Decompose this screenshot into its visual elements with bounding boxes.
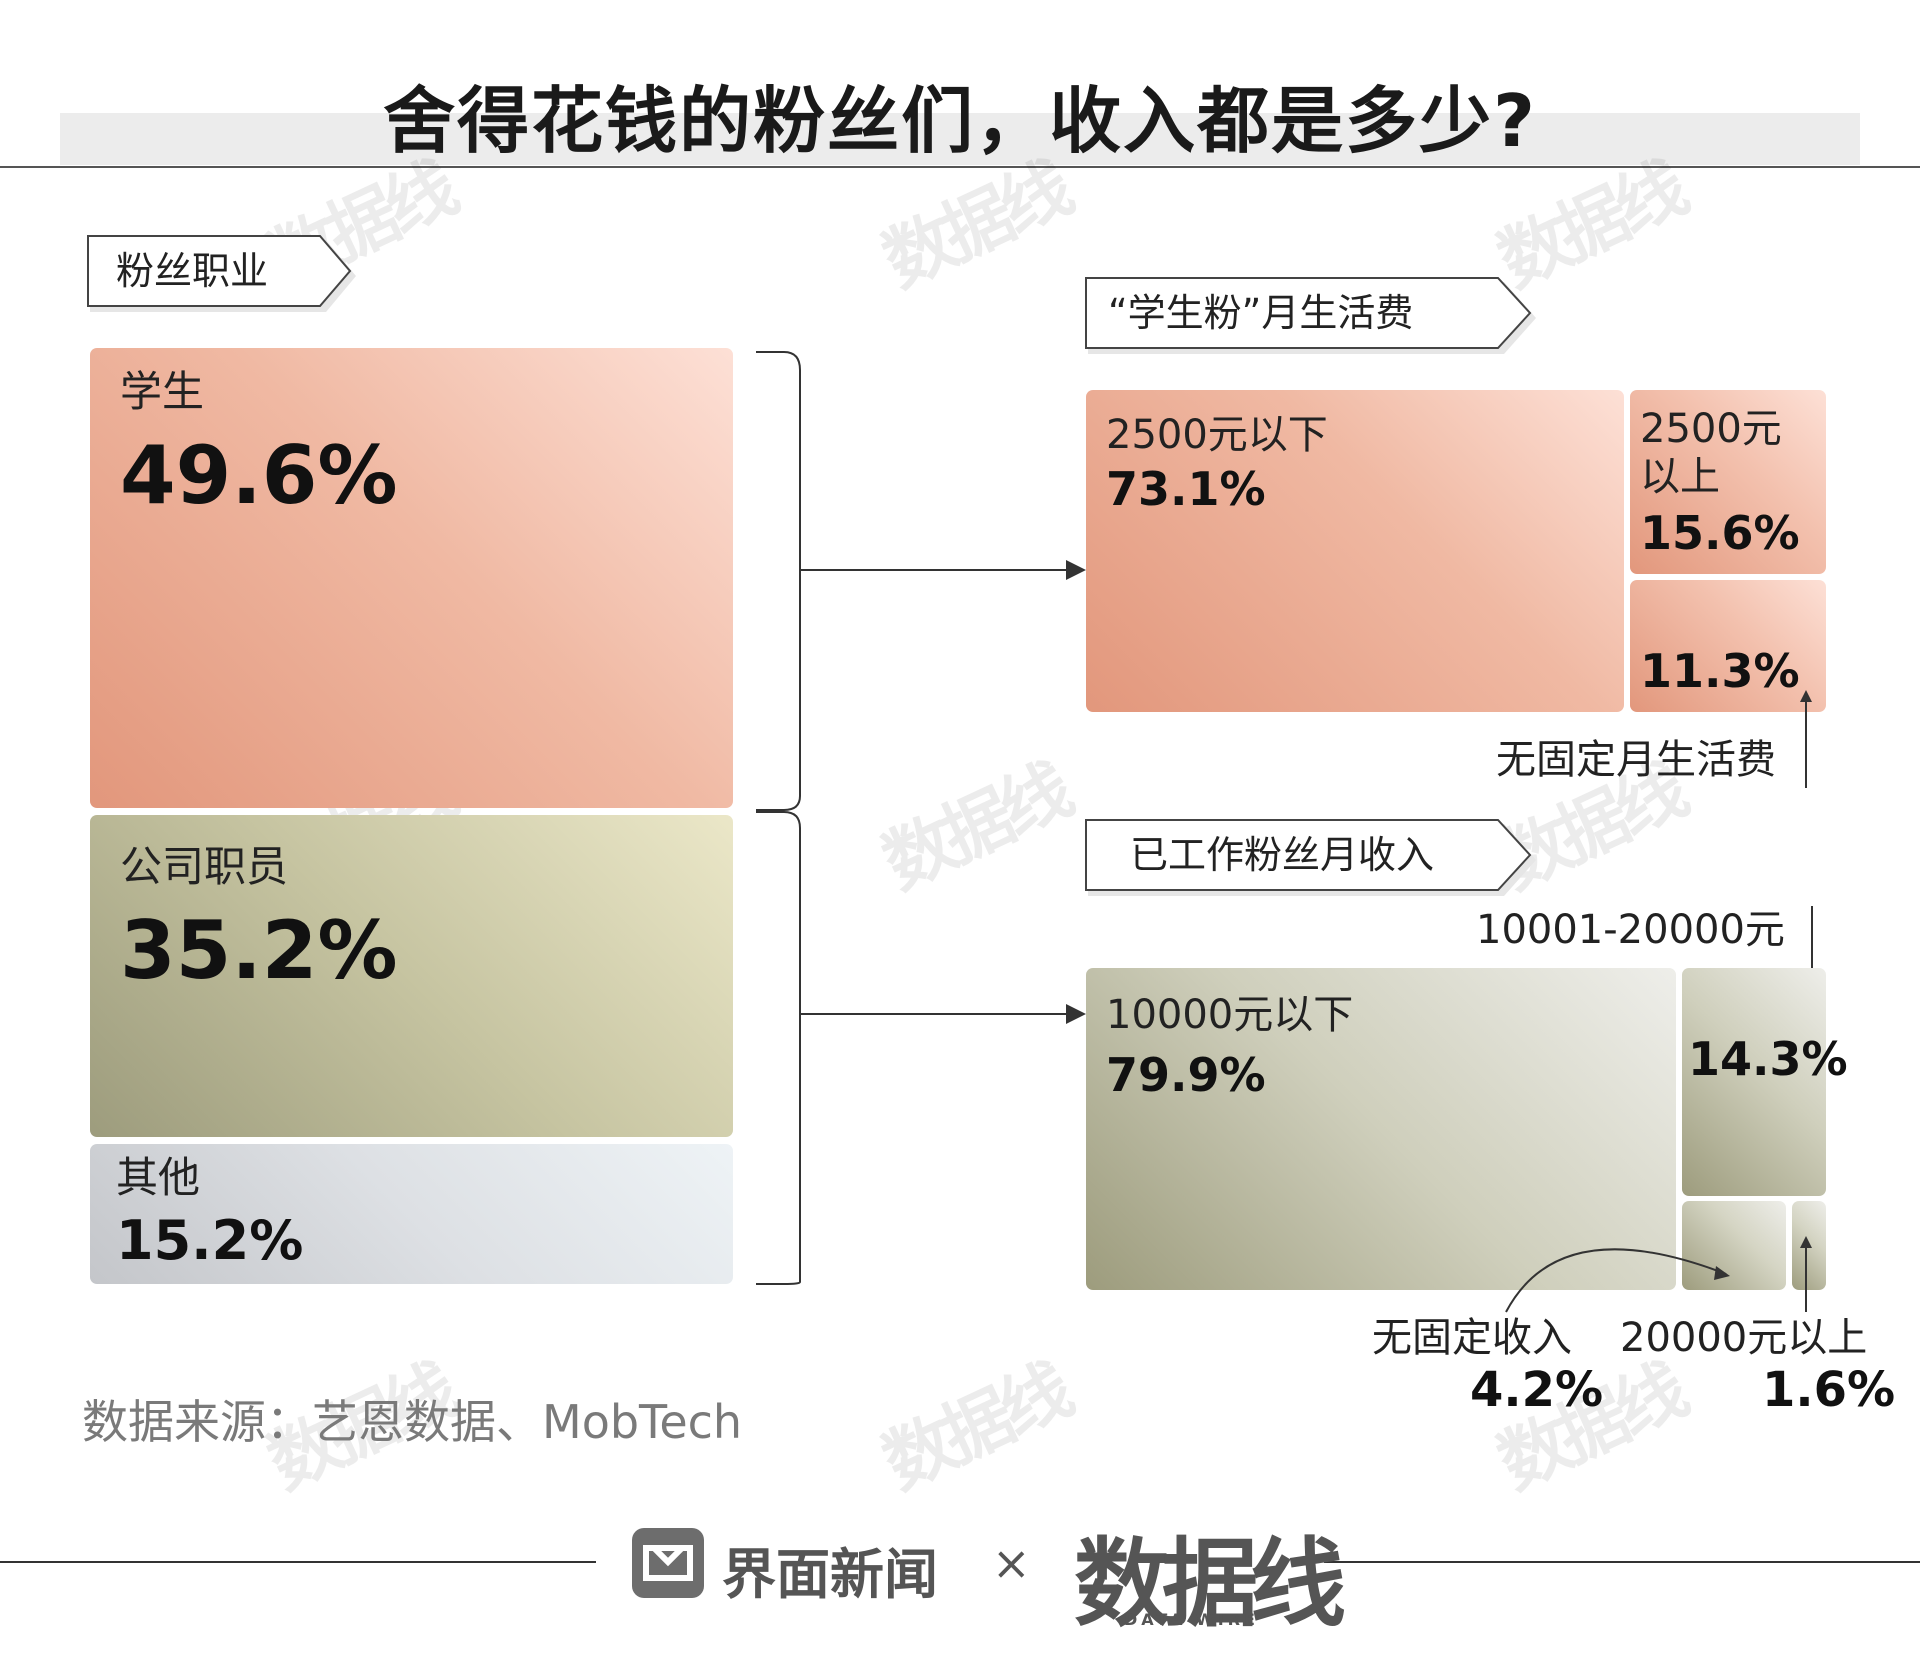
title-divider: [0, 166, 1920, 168]
cell-label: 公司职员: [120, 842, 289, 891]
treemap-cell-10001-20000: 14.3%: [1682, 968, 1848, 1196]
footer-line-left: [0, 1561, 596, 1563]
treemap-cell-above-2500: 2500元 以上 15.6%: [1630, 390, 1826, 574]
treemap-cell-below-2500: 2500元以下 73.1%: [1086, 390, 1624, 712]
note-10001-20000: 10001-20000元: [1476, 907, 1785, 953]
treemap-cell-employee: 公司职员 35.2%: [90, 815, 733, 1137]
note-above-20000: 20000元以上: [1620, 1315, 1868, 1361]
title-band: [60, 113, 1860, 165]
occupation-label: 粉丝职业: [116, 249, 269, 293]
footer-brand-jiemian: 界面新闻: [722, 1543, 938, 1606]
cell-label-line1: 2500元: [1640, 406, 1782, 452]
student-spending-tag: [1085, 277, 1536, 354]
treemap-cell-no-fixed-spending: 11.3%: [1630, 580, 1826, 712]
cell-value: 14.3%: [1688, 1032, 1848, 1086]
student-spending-label: “学生粉”月生活费: [1108, 291, 1414, 335]
watermark-logo: 数据线: [870, 1349, 1080, 1506]
cell-label: 学生: [120, 367, 205, 416]
pointer-arrow: [1800, 690, 1812, 788]
footer-line-right: [1324, 1561, 1920, 1563]
treemap-cell-below-10000: 10000元以下 79.9%: [1086, 968, 1676, 1290]
note-no-fixed-income: 无固定收入: [1372, 1315, 1572, 1361]
cell-label-line2: 以上: [1640, 454, 1720, 500]
cell-value: 11.3%: [1640, 644, 1800, 698]
worker-income-label: 已工作粉丝月收入: [1130, 833, 1435, 877]
value-no-fixed-income: 4.2%: [1470, 1362, 1604, 1418]
cell-value: 79.9%: [1106, 1048, 1266, 1102]
footer-brand-datawire-sub: DATA WIRE: [1124, 1610, 1259, 1629]
cell-label: 其他: [116, 1153, 201, 1202]
cell-value: 35.2%: [120, 904, 398, 997]
jiemian-logo-icon: [632, 1528, 704, 1598]
value-above-20000: 1.6%: [1762, 1362, 1896, 1418]
treemap-cell-student: 学生 49.6%: [90, 348, 733, 808]
footer-brand-datawire: 数据线: [1074, 1528, 1346, 1640]
worker-income-tag: [1085, 819, 1536, 896]
data-source: 数据来源：艺恩数据、MobTech: [82, 1395, 743, 1449]
pointer-arrows: [1505, 1236, 1812, 1313]
treemap-cell-no-fixed-income: [1682, 1201, 1786, 1290]
treemap-cell-other: 其他 15.2%: [90, 1144, 733, 1284]
cell-value: 15.6%: [1640, 506, 1800, 560]
footer-separator: ×: [992, 1536, 1031, 1590]
connectors: [756, 351, 1086, 1285]
cell-value: 15.2%: [116, 1209, 304, 1272]
cell-label: 10000元以下: [1106, 992, 1354, 1038]
cell-value: 49.6%: [120, 429, 398, 522]
page-title: 舍得花钱的粉丝们，收入都是多少?: [383, 79, 1537, 163]
note-no-fixed-spending: 无固定月生活费: [1496, 737, 1776, 783]
cell-label: 2500元以下: [1106, 412, 1328, 458]
occupation-tag: [87, 235, 356, 312]
cell-value: 73.1%: [1106, 462, 1266, 516]
